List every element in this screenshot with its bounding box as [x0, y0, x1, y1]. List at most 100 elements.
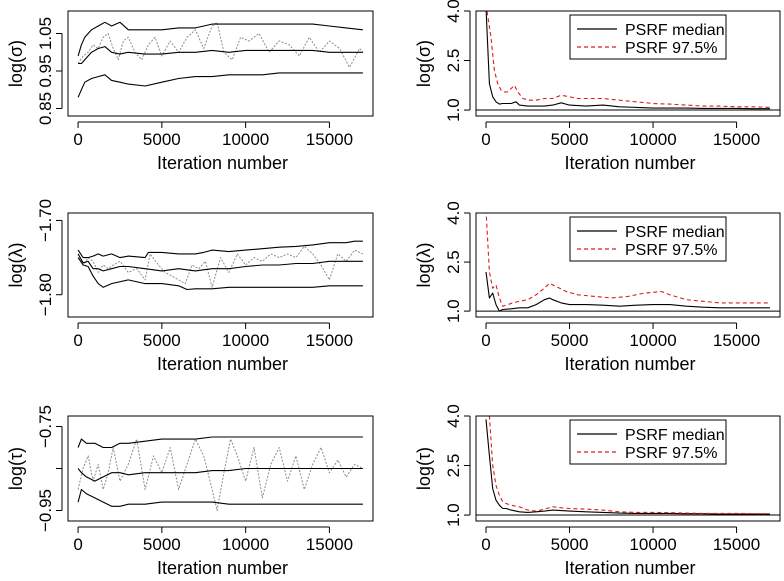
legend-upper-label: PSRF 97.5% [625, 445, 717, 462]
trace-line [77, 21, 364, 68]
x-tick-label: 15000 [306, 331, 353, 350]
x-axis-title: Iteration number [564, 153, 695, 173]
plot-frame [475, 212, 781, 318]
y-axis: 0.85 0.95 1.05 [36, 17, 63, 125]
x-axis-title: Iteration number [564, 354, 695, 374]
trace-line [77, 245, 364, 288]
x-tick-label: 10000 [629, 535, 676, 554]
y-tick-label: 2.5 [444, 49, 463, 73]
x-tick-label: 0 [73, 535, 82, 554]
psrf-upper-line [488, 416, 770, 515]
y-axis-title: log(λ) [414, 242, 434, 287]
x-tick-label: 5000 [551, 130, 589, 149]
x-axis: 0 5000 10000 15000 [73, 322, 353, 350]
legend-median-label: PSRF median [625, 22, 725, 39]
x-tick-label: 10000 [222, 535, 269, 554]
x-tick-label: 0 [73, 130, 82, 149]
panel-trace-tau: 0 5000 10000 15000 Iteration number −0.95 −0.7… [6, 405, 374, 578]
y-axis: −0.95 −0.75 [36, 405, 63, 532]
y-axis: −1.80 −1.70 [36, 199, 63, 316]
y-axis-title: log(τ) [414, 447, 434, 490]
y-tick-label: 4.0 [444, 404, 463, 428]
x-tick-label: 5000 [551, 535, 589, 554]
x-tick-label: 0 [481, 331, 490, 350]
panel-trace-sigma: 0 5000 10000 15000 Iteration number 0.85 0.95 1… [6, 10, 374, 173]
x-tick-label: 0 [481, 535, 490, 554]
x-tick-label: 15000 [306, 535, 353, 554]
plot-frame [475, 415, 781, 522]
y-tick-label: −0.75 [36, 405, 55, 448]
x-axis: 0 5000 10000 15000 [481, 526, 760, 554]
x-tick-label: 5000 [143, 535, 181, 554]
x-tick-label: 0 [73, 331, 82, 350]
x-tick-label: 15000 [713, 130, 760, 149]
plot-area [476, 213, 780, 312]
legend-upper-label: PSRF 97.5% [625, 242, 717, 259]
trace-line [77, 438, 364, 511]
y-tick-label: −0.95 [36, 489, 55, 532]
y-tick-label: 4.0 [444, 201, 463, 225]
plot-area [77, 240, 364, 291]
panel-psrf-sigma: 0 5000 10000 15000 Iteration number 1.0 2.5 4.0… [414, 0, 781, 173]
plot-frame [475, 10, 781, 117]
y-axis: 1.0 2.5 4.0 [444, 201, 471, 323]
x-axis: 0 5000 10000 15000 [73, 121, 353, 149]
x-axis-title: Iteration number [157, 558, 288, 578]
panel-psrf-tau: 0 5000 10000 15000 Iteration number 1.0 2.5 4.0… [414, 404, 781, 578]
x-axis: 0 5000 10000 15000 [481, 121, 760, 149]
y-tick-label: 1.0 [444, 299, 463, 323]
y-tick-label: −1.80 [36, 273, 55, 316]
plot-frame [67, 212, 374, 318]
y-axis: 1.0 2.5 4.0 [444, 404, 471, 527]
y-tick-label: 1.0 [444, 98, 463, 122]
legend-median-label: PSRF median [625, 224, 725, 241]
band-upper-quantile-line [77, 240, 363, 259]
plot-frame [67, 10, 374, 117]
y-tick-label: −1.70 [36, 199, 55, 242]
panel-psrf-lambda: 0 5000 10000 15000 Iteration number 1.0 2.5 4.0… [414, 201, 781, 374]
psrf-upper-line [486, 11, 771, 108]
x-tick-label: 5000 [143, 130, 181, 149]
x-tick-label: 10000 [222, 130, 269, 149]
y-axis: 1.0 2.5 4.0 [444, 0, 471, 122]
x-tick-label: 15000 [713, 331, 760, 350]
y-tick-label: 1.05 [36, 17, 55, 50]
x-tick-label: 0 [481, 130, 490, 149]
legend-box [569, 14, 727, 60]
x-axis: 0 5000 10000 15000 [481, 322, 760, 350]
plot-area [476, 11, 780, 111]
y-axis-title: log(τ) [6, 447, 26, 490]
psrf-median-line [485, 271, 770, 312]
y-tick-label: 0.85 [36, 92, 55, 125]
band-lower-quantile-line [77, 257, 363, 291]
x-axis-title: Iteration number [564, 558, 695, 578]
plot-area [476, 416, 780, 516]
legend-median-label: PSRF median [625, 427, 725, 444]
band-upper-quantile-line [77, 436, 363, 449]
x-tick-label: 10000 [629, 331, 676, 350]
y-tick-label: 1.0 [444, 503, 463, 527]
y-axis-title: log(σ) [6, 40, 26, 87]
x-tick-label: 15000 [713, 535, 760, 554]
plot-frame [67, 415, 374, 522]
panel-trace-lambda: 0 5000 10000 15000 Iteration number −1.80 −1.7… [6, 199, 374, 374]
x-axis-title: Iteration number [157, 354, 288, 374]
y-tick-label: 0.95 [36, 54, 55, 87]
x-tick-label: 10000 [222, 331, 269, 350]
band-median-line [77, 467, 363, 482]
plot-area [77, 21, 364, 98]
y-tick-label: 4.0 [444, 0, 463, 23]
band-median-line [77, 253, 363, 272]
psrf-upper-line [485, 213, 770, 307]
plot-area [77, 436, 364, 511]
band-upper-quantile-line [77, 21, 363, 57]
legend-box [569, 419, 727, 465]
y-tick-label: 2.5 [444, 250, 463, 274]
x-tick-label: 5000 [551, 331, 589, 350]
y-tick-label: 2.5 [444, 454, 463, 478]
x-axis: 0 5000 10000 15000 [73, 526, 353, 554]
